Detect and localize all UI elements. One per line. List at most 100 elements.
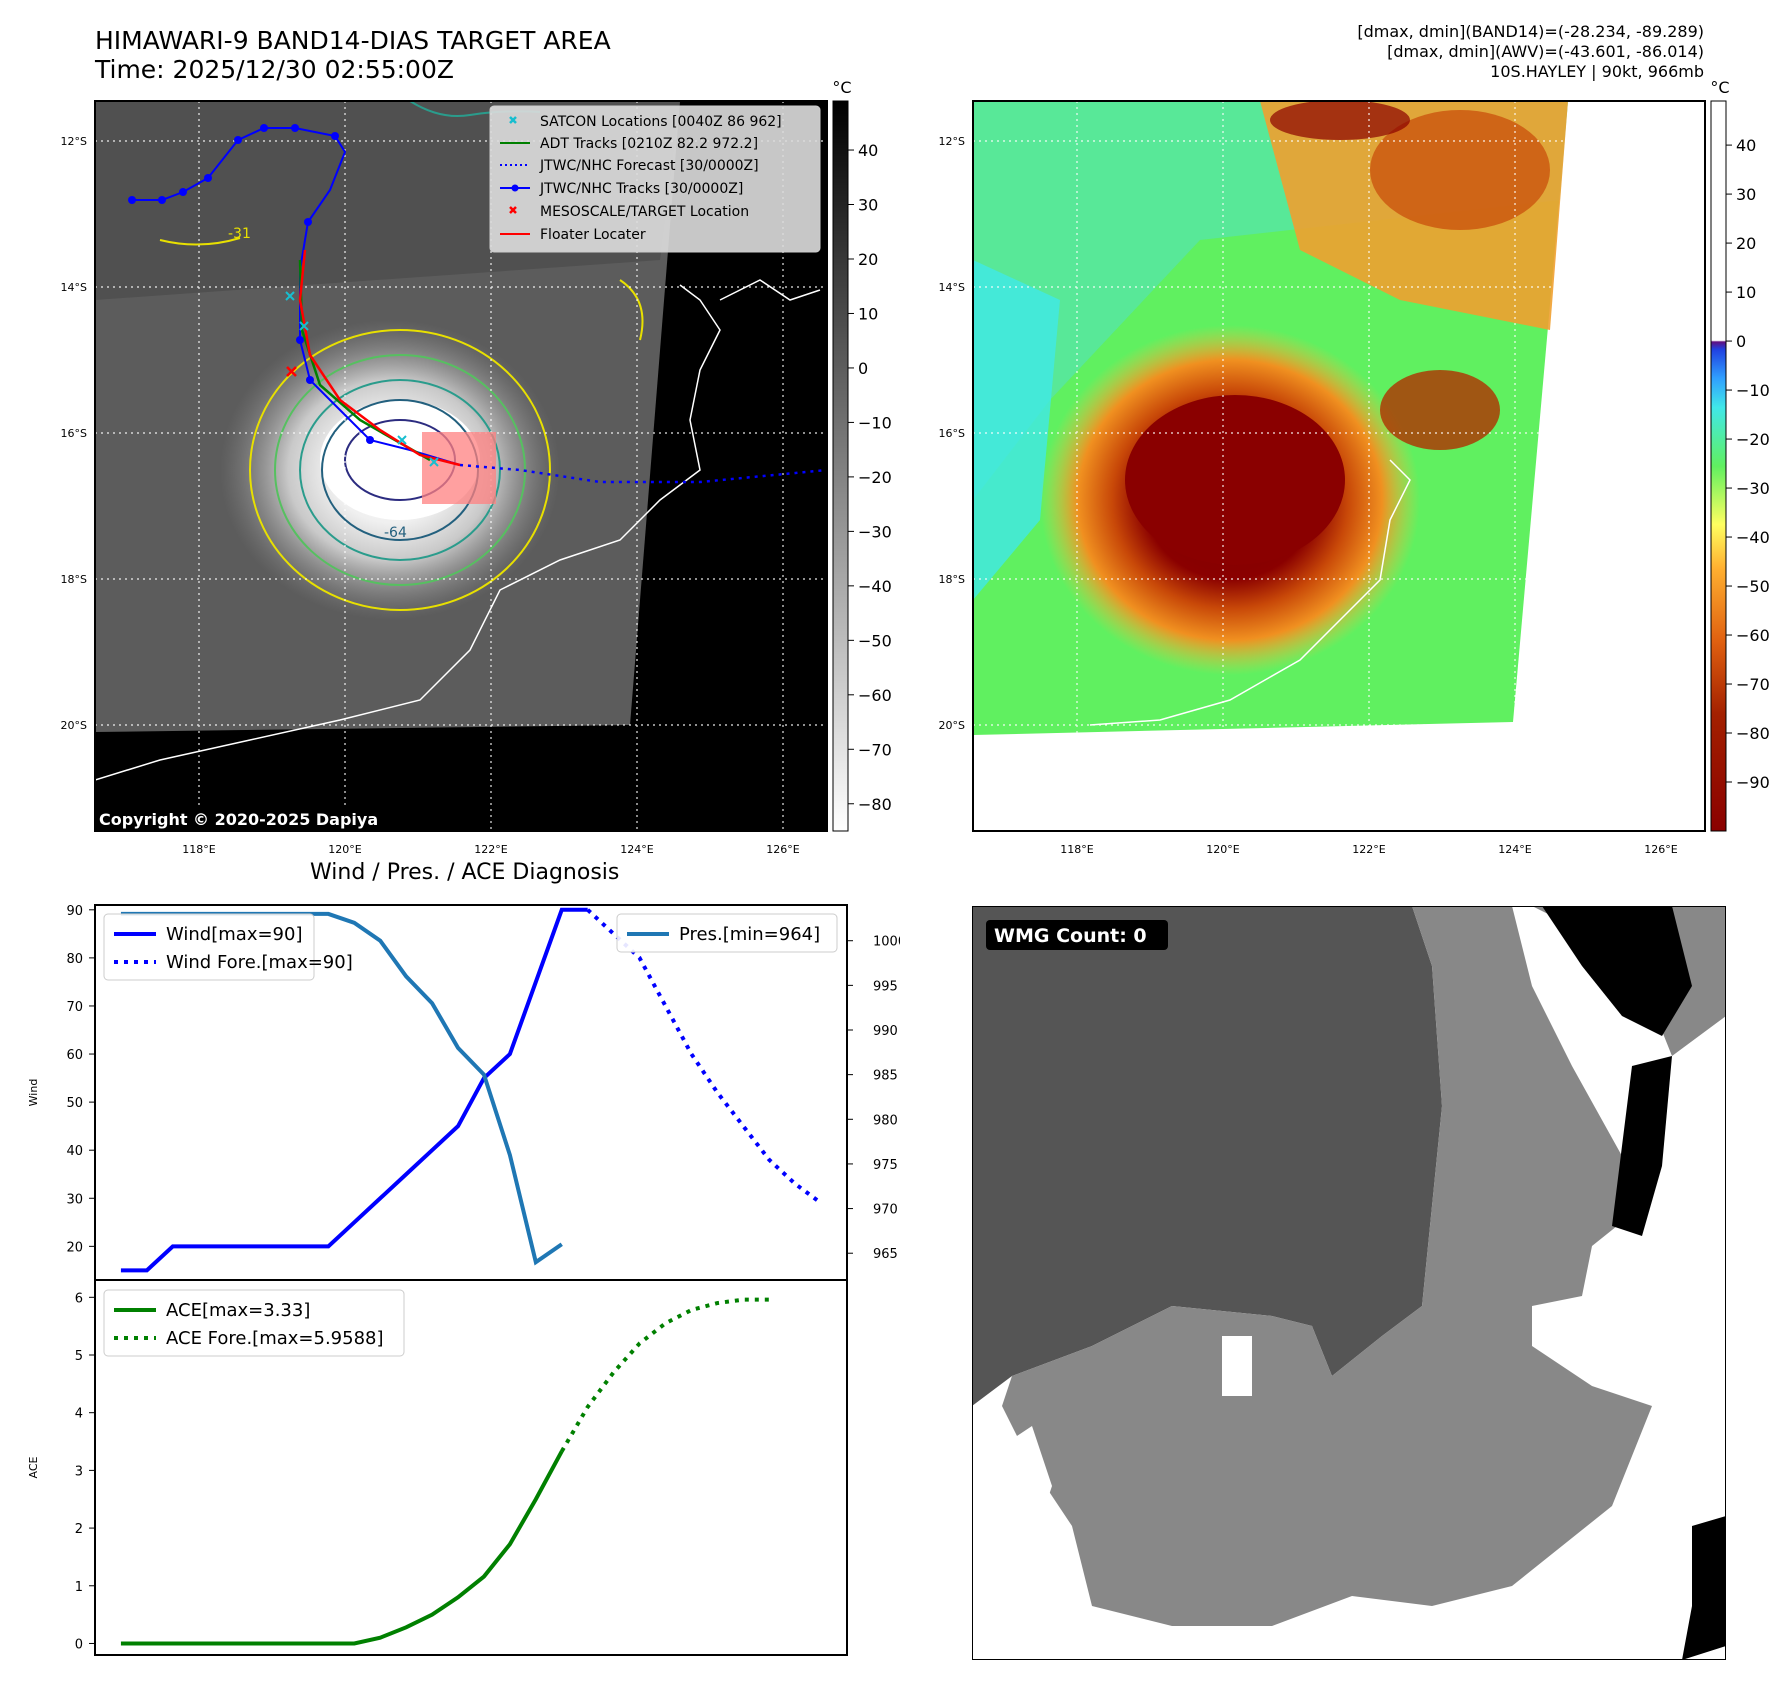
y2-tick-label: 970: [873, 1203, 898, 1218]
lat-tick-label: 20°S: [61, 719, 87, 732]
svg-text:JTWC/NHC Tracks [30/0000Z]: JTWC/NHC Tracks [30/0000Z]: [539, 181, 743, 197]
colorbar-tick-label: −40: [858, 577, 892, 596]
storm-info: 10S.HAYLEY | 90kt, 966mb: [1490, 62, 1704, 81]
y-tick-label: 80: [66, 952, 83, 967]
jtwc-forecast-line: [459, 463, 827, 484]
legend-entry-target: MESOSCALE/TARGET Location: [509, 204, 749, 220]
svg-text:ADT Tracks [0210Z 82.2 972.2]: ADT Tracks [0210Z 82.2 972.2]: [540, 136, 758, 152]
target-marker: [286, 366, 297, 377]
colorbar-tick-label: 20: [1736, 234, 1756, 253]
y2-tick-label: 1000: [873, 935, 900, 950]
color-gridlines: [973, 101, 1705, 831]
colorbar-tick-label: −40: [1736, 528, 1770, 547]
colorbar-tick-label: −50: [858, 631, 892, 650]
diagnosis-charts: 2030405060708090Wind96597097598098599099…: [27, 904, 900, 1656]
colorbar-tick-label: 30: [858, 196, 878, 215]
colorbar-tick-label: −30: [1736, 479, 1770, 498]
y2-tick-label: 990: [873, 1024, 898, 1039]
chart-legend: [616, 913, 838, 953]
colorbar-tick-label: 10: [1736, 283, 1756, 302]
ir-imagery: -31 -64: [95, 101, 827, 831]
lon-tick-label: 124°E: [620, 843, 653, 856]
legend-entry-adt: ADT Tracks [0210Z 82.2 972.2]: [500, 136, 758, 152]
wmg-region-white-hole: [1222, 1336, 1252, 1396]
colorbar-tick-label: 20: [858, 250, 878, 269]
y-axis-label: Wind: [27, 1079, 40, 1107]
wmg-region-black-se: [1682, 1516, 1726, 1660]
page-title: HIMAWARI-9 BAND14-DIAS TARGET AREA: [95, 26, 611, 55]
ir-map-panel: -31 -64 SATCON Locations [0040Z 86 962] …: [61, 78, 1770, 856]
wmg-count-label: WMG Count: 0: [994, 925, 1147, 947]
ace-chart: 0 1 2 3 4 5 6 ACE ACE[max=3.33] ACE Fore.[max=5.9…: [27, 1279, 848, 1656]
y-tick-label: 5: [75, 1349, 83, 1364]
wmg-panel: WMG Count: 0: [972, 906, 1726, 1660]
wmg-region-black-e: [1612, 1056, 1672, 1236]
colorbar-tick-label: −30: [858, 522, 892, 541]
satcon-markers: [285, 291, 439, 467]
colorbar-tick-label: 0: [1736, 332, 1746, 351]
colorbar-tick-label: 0: [858, 359, 868, 378]
band14-stats: [dmax, dmin](BAND14)=(-28.234, -89.289): [1357, 22, 1704, 41]
lat-tick-label: 16°S: [939, 427, 965, 440]
y-tick-label: 60: [66, 1048, 83, 1063]
series-line-0: [120, 1450, 564, 1646]
colorbar-tick-label: −50: [1736, 577, 1770, 596]
colorbar-tick-label: 10: [858, 304, 878, 323]
colorbar-tick-label: 40: [858, 141, 878, 160]
colorbar-tick-label: −20: [1736, 430, 1770, 449]
colorbar-tick-label: −20: [858, 468, 892, 487]
y2-tick-label: 985: [873, 1069, 898, 1084]
jtwc-track-points: [128, 124, 374, 444]
colorbar-tick-label: 30: [1736, 185, 1756, 204]
colorbar-tick-label: −80: [858, 795, 892, 814]
lon-tick-label: 122°E: [1352, 843, 1385, 856]
y-tick-label: 20: [66, 1240, 83, 1255]
legend-entry-floater: Floater Locater: [500, 227, 646, 243]
y2-tick-label: 975: [873, 1158, 898, 1173]
legend-label: Pres.[min=964]: [679, 924, 820, 945]
lon-tick-label: 120°E: [1206, 843, 1239, 856]
legend-label: Wind[max=90]: [166, 924, 303, 945]
color-colorbar-unit: °C: [1710, 78, 1729, 97]
colorbar-tick-label: −70: [1736, 675, 1770, 694]
lat-tick-label: 14°S: [61, 281, 87, 294]
lon-tick-label: 126°E: [1644, 843, 1677, 856]
y-tick-label: 40: [66, 1144, 83, 1159]
colorbar-tick-label: −60: [858, 686, 892, 705]
y-tick-label: 50: [66, 1096, 83, 1111]
colorbar-tick-label: 40: [1736, 136, 1756, 155]
gray-colorbar: [832, 100, 849, 832]
svg-text:Floater Locater: Floater Locater: [540, 227, 646, 243]
time-label: Time: 2025/12/30 02:55:00Z: [95, 55, 454, 84]
diagnosis-title: Wind / Pres. / ACE Diagnosis: [310, 860, 620, 885]
lon-tick-label: 118°E: [182, 843, 215, 856]
ir-lon-ticks: 118°E 120°E 122°E 124°E 126°E: [182, 843, 799, 856]
wmg-count-badge: [986, 920, 1168, 950]
chart-legend: [103, 1289, 405, 1357]
lat-tick-label: 18°S: [61, 573, 87, 586]
wmg-region-black-ne: [1542, 906, 1692, 1036]
y-tick-label: 6: [75, 1291, 83, 1306]
lon-tick-label: 122°E: [474, 843, 507, 856]
jtwc-track-line: [132, 127, 461, 466]
lat-tick-label: 12°S: [61, 135, 87, 148]
lat-tick-label: 14°S: [939, 281, 965, 294]
lat-tick-label: 12°S: [939, 135, 965, 148]
legend-label: ACE Fore.[max=5.9588]: [166, 1328, 384, 1349]
y-tick-label: 1: [75, 1580, 83, 1595]
colorbar-tick-label: −90: [1736, 773, 1770, 792]
gray-colorbar-ticks: 40 30 20 10 0 −10 −20 −30 −40 −50 −60 −70 −80: [848, 141, 892, 814]
svg-text:SATCON Locations [0040Z 86 962: SATCON Locations [0040Z 86 962]: [540, 114, 782, 130]
y-axis-label: ACE: [27, 1456, 40, 1478]
colorbar-tick-label: −80: [1736, 724, 1770, 743]
gray-colorbar-unit: °C: [832, 78, 851, 97]
lat-tick-label: 20°S: [939, 719, 965, 732]
y2-tick-label: 980: [873, 1113, 898, 1128]
y-tick-label: 30: [66, 1192, 83, 1207]
colorbar-tick-label: −70: [858, 740, 892, 759]
y2-tick-label: 965: [873, 1247, 898, 1262]
color-colorbar-ticks: 40 30 20 10 0 −10 −20 −30 −40 −50 −60 −70 −80 −90: [1726, 136, 1770, 792]
contour-label: -31: [228, 226, 251, 242]
wind-pressure-chart: 20 30 40 50 60 70 80 90 Wind 965 970 975 980 985 990 99…: [27, 904, 900, 1281]
chart-legend: [103, 913, 315, 981]
